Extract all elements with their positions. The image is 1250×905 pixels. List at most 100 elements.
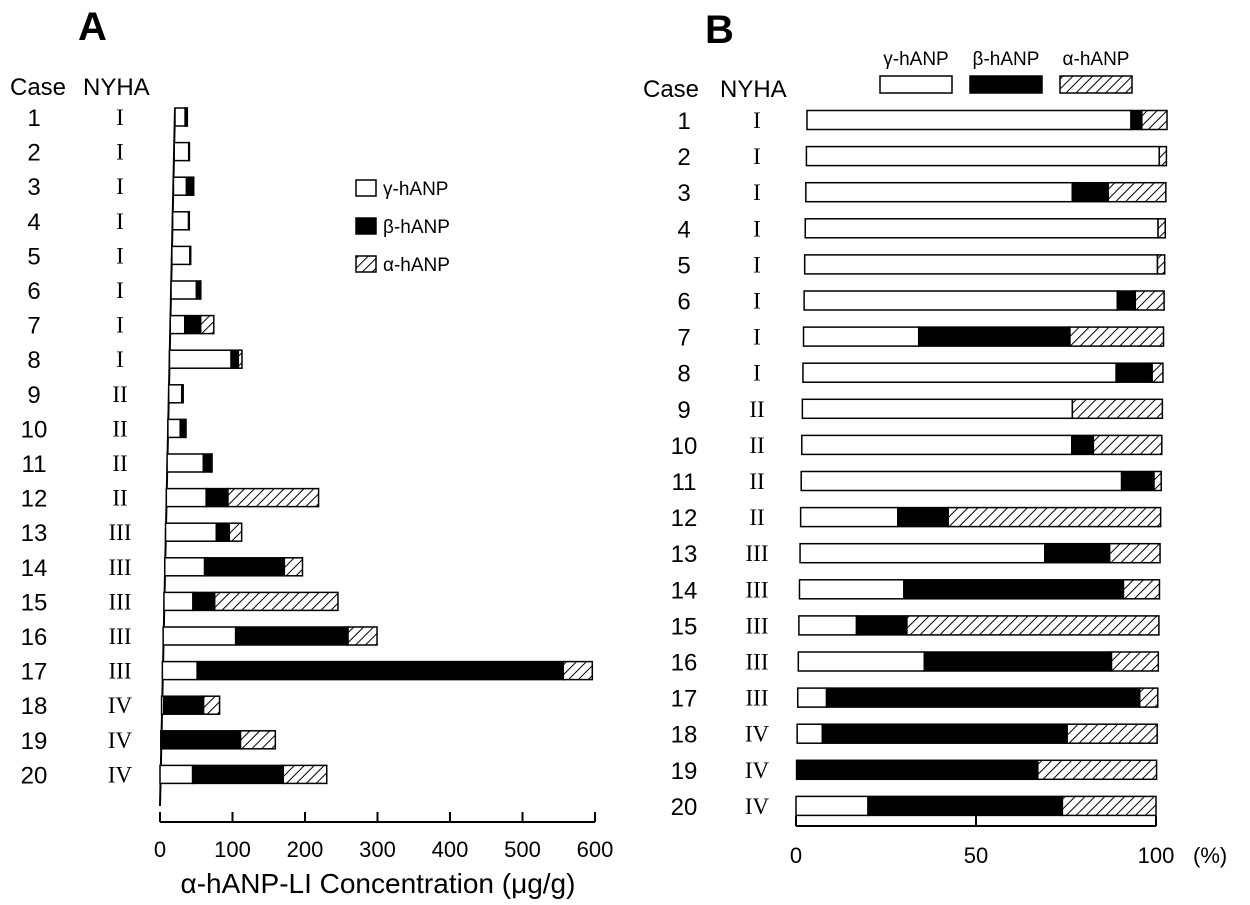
panel-b-bar-beta <box>1071 434 1095 456</box>
panel-b-case-label: 11 <box>672 469 697 496</box>
panel-a-bar-gamma <box>171 211 190 231</box>
panel-a-bar-alpha <box>562 660 594 681</box>
panel-a-x-tick-label: 500 <box>504 837 541 862</box>
panel-b-nyha-label: III <box>746 686 769 711</box>
panel-b-bar-beta <box>917 326 1071 347</box>
panel-b-case-label: 2 <box>677 144 690 171</box>
panel-a-bar-beta <box>191 764 284 785</box>
panel-b-legend-swatch-beta <box>969 75 1043 94</box>
panel-b-case-label: 14 <box>671 577 698 604</box>
panel-b-bar-gamma <box>802 362 1117 383</box>
panel-a-x-tick-label: 0 <box>154 837 166 862</box>
panel-b-nyha-label: IV <box>745 758 770 783</box>
panel-b-case-label: 8 <box>677 361 690 388</box>
panel-b-case-label: 1 <box>677 108 690 135</box>
panel-b-bar-beta <box>821 723 1068 744</box>
panel-a-nyha-label: IV <box>108 693 133 718</box>
panel-a-bar-alpha <box>191 176 195 196</box>
panel-b-case-label: 12 <box>671 505 698 532</box>
panel-a-x-tick-label: 600 <box>577 837 614 862</box>
panel-a-case-label: 12 <box>21 486 48 513</box>
panel-a-nyha-label: I <box>116 174 124 199</box>
panel-b-bar-beta <box>867 795 1064 817</box>
panel-a-bar-gamma <box>167 418 181 439</box>
panel-a-case-label: 20 <box>21 762 48 789</box>
panel-b-letter: B <box>705 8 734 52</box>
panel-a-bar-beta <box>230 349 240 369</box>
panel-a-rows: 1 I 2 I 3 I 4 I 5 I 6 I 7 I 8 I 9 II 10 II 11 II 12 II 13 III 14 II… <box>21 105 594 807</box>
panel-a-bar-alpha <box>185 107 189 127</box>
panel-a-x-tick-label: 200 <box>287 837 324 862</box>
panel-a-x-tick-label: 100 <box>214 837 251 862</box>
panel-b-bar-beta <box>1116 290 1137 311</box>
panel-b-bar-gamma <box>806 109 1132 131</box>
panel-a-x-tick-label: 400 <box>432 837 469 862</box>
panel-b-bar-beta <box>855 615 908 636</box>
panel-b-nyha-label: II <box>749 505 764 530</box>
panel-a-bar-beta <box>179 418 187 439</box>
panel-b-legend-label-beta: β-hANP <box>973 49 1040 70</box>
panel-b-bar-beta <box>1071 181 1109 203</box>
panel-b-bar-alpha <box>1138 687 1159 708</box>
panel-b-bar-beta <box>897 506 949 528</box>
panel-b-case-label: 13 <box>671 541 698 568</box>
panel-a-case-label: 7 <box>27 313 40 340</box>
panel-b-bar-gamma <box>805 145 1160 167</box>
panel-b-bar-gamma <box>804 218 1159 239</box>
panel-a-bar-alpha <box>187 141 191 162</box>
panel-b-nyha-label: I <box>753 361 761 386</box>
panel-a-bar-alpha <box>180 384 184 404</box>
panel-a-bar-alpha <box>228 522 243 542</box>
panel-b-bar-alpha <box>1108 542 1161 564</box>
panel-a-bar-gamma <box>166 453 205 473</box>
panel-a-nyha-label: III <box>109 555 132 580</box>
panel-b-x-tick-label: 50 <box>964 843 988 868</box>
panel-b-unit-label: (%) <box>1193 843 1227 868</box>
panel-b-bar-alpha <box>906 615 1160 636</box>
panel-b-bar-gamma <box>796 723 824 744</box>
panel-a-nyha-label: II <box>112 451 127 476</box>
panel-b-bar-alpha <box>1157 218 1167 239</box>
panel-b-bar-alpha <box>1092 434 1163 456</box>
panel-b-bar-gamma <box>801 434 1073 456</box>
panel-a-case-label: 15 <box>21 589 48 616</box>
panel-a-nyha-label: I <box>116 347 124 372</box>
panel-b-x-axis: 0 50 100 <box>790 816 1174 868</box>
panel-a-bar-alpha <box>283 557 304 577</box>
panel-a-nyha-label: IV <box>108 762 133 787</box>
panel-b-bar-beta <box>1120 470 1155 492</box>
panel-a-bar-gamma <box>163 557 206 577</box>
panel-a-bar-gamma <box>164 522 218 542</box>
panel-a-nyha-label: I <box>116 140 124 165</box>
panel-a-bar-beta <box>160 730 242 750</box>
panel-a-bar-alpha <box>213 591 339 612</box>
panel-b-bar-alpha <box>1134 290 1165 311</box>
panel-a-bar-gamma <box>172 176 188 196</box>
panel-b-bar-alpha <box>1037 759 1158 781</box>
panel-b-nyha-label: I <box>753 325 761 350</box>
panel-a-nyha-label: II <box>112 486 127 511</box>
panel-b-case-label: 6 <box>677 289 690 316</box>
panel-b-legend-label-alpha: α-hANP <box>1063 49 1130 70</box>
panel-a-bar-gamma <box>171 245 191 266</box>
panel-a-bar-alpha <box>199 314 215 335</box>
panel-a-legend-label-alpha: α-hANP <box>383 255 450 276</box>
panel-b-bar-beta <box>1044 542 1111 564</box>
panel-b-legend: γ-hANP β-hANP α-hANP <box>879 49 1133 94</box>
panel-b-nyha-label: III <box>746 650 769 675</box>
panel-b-bar-gamma <box>795 795 869 817</box>
panel-b-bar-alpha <box>947 506 1162 528</box>
panel-a-bar-alpha <box>209 453 213 473</box>
panel-a-bar-beta <box>185 176 194 196</box>
panel-a-x-tick-label: 300 <box>359 837 396 862</box>
panel-b-case-label: 16 <box>671 650 698 677</box>
panel-b-bar-gamma <box>801 398 1074 420</box>
panel-a-bar-gamma <box>168 349 232 369</box>
panel-b-bar-gamma <box>805 181 1073 203</box>
panel-b-nyha-label: II <box>749 397 764 422</box>
panel-b-x-tick-label: 0 <box>790 843 802 868</box>
panel-b-case-label: 3 <box>677 180 690 207</box>
panel-a-bar-alpha <box>187 211 191 231</box>
panel-a-x-axis-title: α-hANP-LI Concentration (μg/g) <box>181 868 576 899</box>
